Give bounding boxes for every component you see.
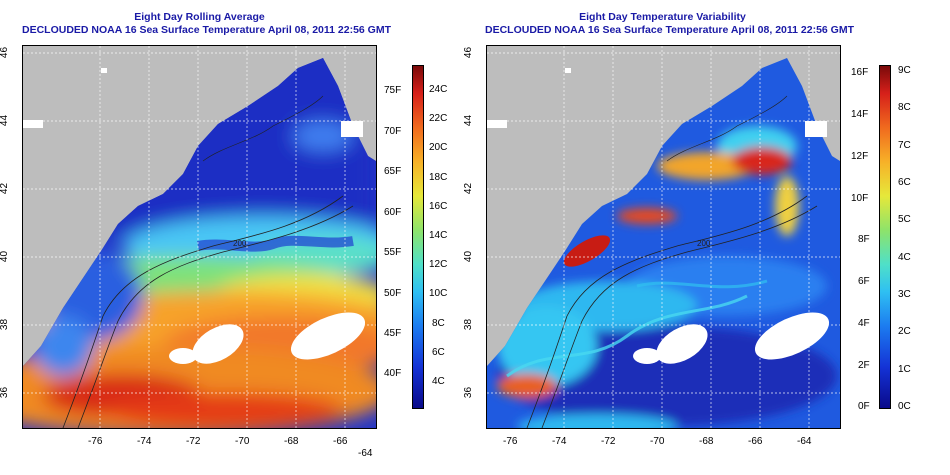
right-cbar-f-10: 10F <box>851 193 869 204</box>
right-cbar-c-3: 3C <box>898 289 911 300</box>
right-ytick-42: 42 <box>463 182 475 195</box>
right-ytick-44: 44 <box>463 114 475 127</box>
right-cbar-f-14: 14F <box>851 109 869 120</box>
right-ytick-36: 36 <box>463 386 475 399</box>
right-cbar-c-0: 0C <box>898 401 911 412</box>
right-cbar-c-5: 5C <box>898 214 911 225</box>
left-cbar-c-10: 10C <box>429 288 448 299</box>
left-cbar-c-22: 22C <box>429 113 448 124</box>
left-cbar-f-50: 50F <box>384 288 402 299</box>
right-contour-label-200: 200 <box>697 239 711 248</box>
right-cbar-f-8: 8F <box>858 234 870 245</box>
right-cbar-c-7: 7C <box>898 140 911 151</box>
right-cbar-c-2: 2C <box>898 326 911 337</box>
left-cbar-f-45: 45F <box>384 328 402 339</box>
left-ytick-36: 36 <box>0 386 11 399</box>
left-cbar-c-6: 6C <box>432 347 445 358</box>
right-cbar-f-2: 2F <box>858 360 870 371</box>
right-ytick-38: 38 <box>463 318 475 331</box>
right-cbar-f-4: 4F <box>858 318 870 329</box>
left-ytick-38: 38 <box>0 318 11 331</box>
right-cbar-c-4: 4C <box>898 252 911 263</box>
left-xtick--68: -68 <box>284 436 299 447</box>
left-xtick--74: -74 <box>137 436 152 447</box>
right-cbar-c-6: 6C <box>898 177 911 188</box>
right-xtick--70: -70 <box>650 436 665 447</box>
right-xtick--64: -64 <box>797 436 812 447</box>
left-ytick-46: 46 <box>0 46 11 59</box>
left-xtick--66: -66 <box>333 436 348 447</box>
right-xtick--76: -76 <box>503 436 518 447</box>
left-cbar-c-16: 16C <box>429 201 448 212</box>
left-title-line2: DECLOUDED NOAA 16 Sea Surface Temperatur… <box>22 24 391 36</box>
left-cbar-c-8: 8C <box>432 318 445 329</box>
right-xtick--68: -68 <box>699 436 714 447</box>
left-xtick--64: -64 <box>358 448 373 459</box>
right-cbar-f-0: 0F <box>858 401 870 412</box>
left-sst-map: 200 <box>22 45 377 429</box>
right-xtick--74: -74 <box>552 436 567 447</box>
right-cbar-c-1: 1C <box>898 364 911 375</box>
left-cbar-f-65: 65F <box>384 166 402 177</box>
left-cbar-f-40: 40F <box>384 368 402 379</box>
left-cbar-c-20: 20C <box>429 142 448 153</box>
right-cbar-c-8: 8C <box>898 102 911 113</box>
left-xtick--70: -70 <box>235 436 250 447</box>
left-ytick-40: 40 <box>0 250 11 263</box>
left-cbar-c-12: 12C <box>429 259 448 270</box>
right-title-line1: Eight Day Temperature Variability <box>579 11 746 23</box>
right-cbar-f-12: 12F <box>851 151 869 162</box>
right-title-line2: DECLOUDED NOAA 16 Sea Surface Temperatur… <box>485 24 854 36</box>
left-xtick--76: -76 <box>88 436 103 447</box>
left-cbar-c-18: 18C <box>429 172 448 183</box>
right-cbar-c-9: 9C <box>898 65 911 76</box>
left-xtick--72: -72 <box>186 436 201 447</box>
left-ytick-42: 42 <box>0 182 11 195</box>
left-cbar-f-70: 70F <box>384 126 402 137</box>
right-ytick-40: 40 <box>463 250 475 263</box>
left-cbar-f-60: 60F <box>384 207 402 218</box>
left-title-line1: Eight Day Rolling Average <box>134 11 265 23</box>
right-xtick--72: -72 <box>601 436 616 447</box>
right-xtick--66: -66 <box>748 436 763 447</box>
left-cbar-f-75: 75F <box>384 85 402 96</box>
right-cbar-f-16: 16F <box>851 67 869 78</box>
right-cbar-f-6: 6F <box>858 276 870 287</box>
left-contour-label-200: 200 <box>233 239 247 248</box>
left-cbar-c-14: 14C <box>429 230 448 241</box>
left-cbar-c-4: 4C <box>432 376 445 387</box>
right-ytick-46: 46 <box>463 46 475 59</box>
right-colorbar <box>879 65 891 409</box>
left-cbar-f-55: 55F <box>384 247 402 258</box>
left-cbar-c-24: 24C <box>429 84 448 95</box>
left-colorbar <box>412 65 424 409</box>
left-ytick-44: 44 <box>0 114 11 127</box>
right-variability-map: 200 <box>486 45 841 429</box>
